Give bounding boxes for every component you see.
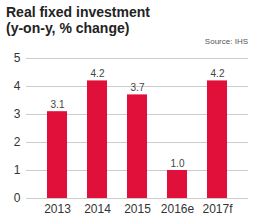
svg-text:4: 4 (14, 79, 21, 93)
html-text:(y-on-y, % change): (y-on-y, % change) (6, 20, 130, 36)
svg-text:2015: 2015 (124, 202, 151, 216)
html-text:Source: IHS: Source: IHS (204, 37, 248, 46)
svg-text:0: 0 (14, 191, 21, 205)
svg-text:4.2: 4.2 (211, 68, 225, 79)
svg-text:1: 1 (14, 163, 21, 177)
html-text:Real fixed investment: Real fixed investment (6, 4, 150, 20)
svg-text:4.2: 4.2 (91, 68, 105, 79)
svg-text:1.0: 1.0 (171, 158, 185, 169)
svg-text:3.1: 3.1 (51, 99, 65, 110)
svg-text:2016e: 2016e (161, 202, 195, 216)
svg-text:2013: 2013 (44, 202, 71, 216)
svg-text:3.7: 3.7 (131, 82, 145, 93)
svg-text:3: 3 (14, 107, 21, 121)
svg-text:2017f: 2017f (202, 202, 233, 216)
svg-text:2014: 2014 (84, 202, 111, 216)
svg-text:5: 5 (14, 51, 21, 65)
svg-text:2: 2 (14, 135, 21, 149)
